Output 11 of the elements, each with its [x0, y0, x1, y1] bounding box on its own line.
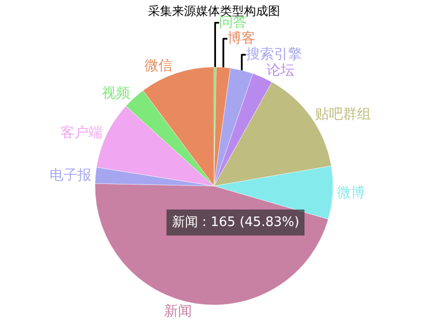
- slice-label: 贴吧群组: [315, 106, 372, 123]
- slice-label: 论坛: [266, 62, 295, 79]
- slice-label: 视频: [102, 85, 130, 102]
- slice-label: 新闻: [164, 303, 192, 320]
- slice-label: 微信: [144, 58, 173, 74]
- slice-label: 博客: [227, 30, 256, 47]
- text: 新闻 : 165 (45.83%): [172, 215, 300, 230]
- slice-label: 电子报: [49, 167, 92, 184]
- slice-label: 搜索引擎: [246, 46, 302, 63]
- slice-label: 客户端: [60, 124, 103, 141]
- slice-label: 微博: [336, 184, 365, 201]
